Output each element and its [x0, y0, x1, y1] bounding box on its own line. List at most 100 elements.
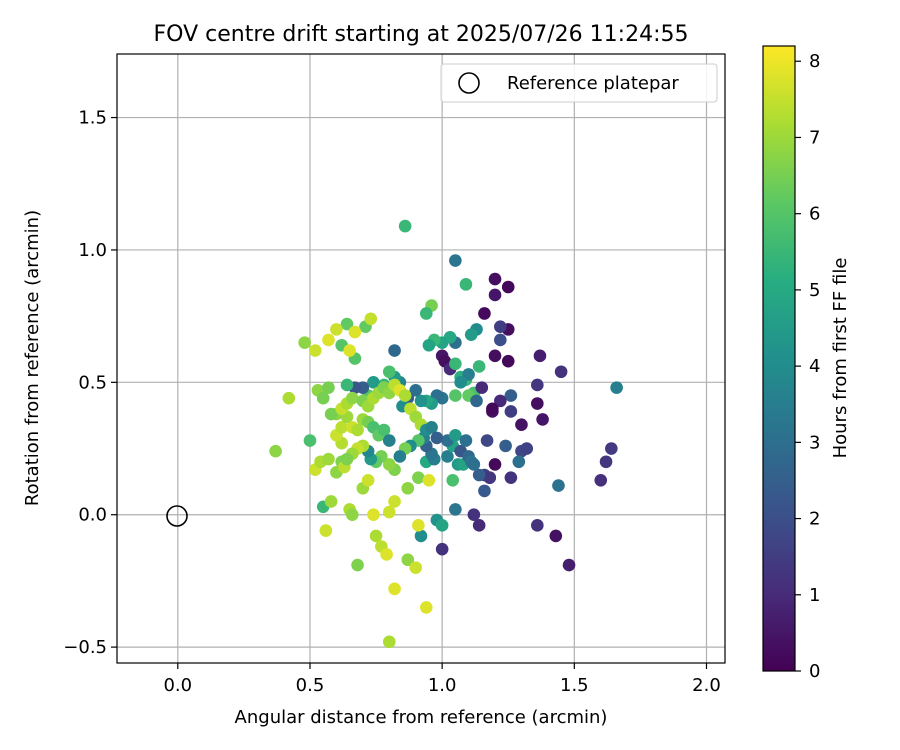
scatter-point	[377, 423, 391, 437]
colorbar-tick-label: 4	[809, 356, 820, 377]
scatter-point	[351, 423, 364, 437]
scatter-point	[422, 474, 436, 487]
scatter-point	[488, 349, 502, 363]
scatter-point	[425, 421, 438, 434]
scatter-point	[412, 519, 425, 532]
scatter-point	[419, 601, 433, 614]
scatter-point	[316, 391, 330, 405]
scatter-point	[343, 344, 356, 357]
scatter-point	[422, 338, 436, 352]
colorbar-tick-label: 0	[809, 661, 820, 682]
scatter-point	[303, 434, 317, 447]
scatter-point	[499, 439, 512, 453]
scatter-point	[348, 325, 362, 339]
scatter-point	[459, 278, 473, 291]
scatter-point	[494, 394, 507, 408]
colorbar-tick-label: 7	[809, 127, 820, 148]
scatter-point	[594, 474, 608, 487]
scatter-point	[459, 434, 473, 447]
data-points	[269, 219, 623, 649]
scatter-point	[388, 582, 401, 596]
scatter-point	[435, 542, 449, 556]
scatter-point	[319, 524, 333, 537]
scatter-point	[501, 354, 515, 368]
chart-title: FOV centre drift starting at 2025/07/26 …	[154, 22, 689, 47]
scatter-point	[382, 365, 396, 379]
scatter-point	[414, 529, 428, 543]
scatter-point	[345, 508, 359, 522]
scatter-point	[475, 381, 489, 394]
scatter-point	[531, 378, 544, 392]
scatter-point	[462, 368, 475, 381]
legend: Reference platepar	[440, 63, 718, 103]
scatter-point	[449, 428, 462, 442]
scatter-point	[449, 503, 462, 516]
scatter-point	[467, 458, 481, 471]
grid-lines	[117, 54, 725, 663]
scatter-point	[449, 389, 462, 402]
colorbar-gradient	[762, 45, 796, 672]
scatter-point	[562, 558, 576, 572]
scatter-point	[554, 365, 568, 379]
colorbar-ticks: 0 1 2 3 4 5 6 7 8	[795, 51, 820, 682]
scatter-point	[322, 333, 335, 347]
scatter-point	[335, 421, 348, 434]
scatter-point	[340, 452, 354, 466]
scatter-point	[488, 288, 502, 302]
scatter-point	[367, 508, 380, 522]
scatter-point	[520, 442, 534, 455]
scatter-point	[382, 434, 396, 447]
scatter-point	[382, 505, 396, 519]
scatter-point	[382, 635, 396, 649]
scatter-point	[414, 394, 428, 408]
scatter-point	[388, 344, 401, 357]
scatter-point	[531, 519, 544, 532]
scatter-point	[488, 458, 502, 471]
scatter-point	[472, 360, 486, 373]
scatter-point	[409, 383, 423, 397]
scatter-point	[324, 407, 338, 421]
scatter-point	[552, 479, 565, 492]
colorbar-tick-label: 6	[809, 204, 820, 225]
legend-marker	[458, 72, 480, 94]
y-axis-ticks: −0.5 0.0 0.5 1.0 1.5	[63, 108, 117, 658]
scatter-point	[409, 561, 423, 574]
scatter-point	[398, 389, 412, 402]
scatter-point	[269, 444, 282, 458]
scatter-point	[367, 376, 380, 389]
scatter-point	[531, 397, 544, 410]
scatter-point	[351, 558, 364, 572]
scatter-point	[472, 519, 486, 532]
scatter-point	[419, 307, 433, 320]
scatter-point	[599, 455, 613, 469]
x-tick-label: 0.5	[296, 675, 325, 696]
x-tick-label: 2.0	[692, 675, 721, 696]
scatter-point	[467, 508, 481, 522]
scatter-point	[449, 357, 462, 371]
colorbar-tick-label: 2	[809, 509, 820, 530]
scatter-point	[549, 529, 563, 543]
scatter-point	[488, 272, 502, 286]
scatter-point	[430, 431, 444, 445]
scatter-point	[340, 378, 354, 392]
scatter-point	[340, 317, 354, 331]
scatter-point	[501, 280, 515, 294]
scatter-point	[412, 471, 425, 484]
scatter-point	[504, 471, 518, 484]
y-tick-label: 1.5	[78, 108, 107, 129]
scatter-point	[494, 320, 507, 334]
scatter-point	[322, 452, 335, 466]
scatter-point	[322, 381, 335, 394]
scatter-point	[478, 307, 491, 320]
scatter-point	[504, 389, 518, 402]
colorbar-tick-label: 1	[809, 585, 820, 606]
scatter-point	[330, 323, 343, 336]
colorbar-label: Hours from first FF file	[830, 258, 851, 459]
x-tick-label: 1.5	[560, 675, 589, 696]
colorbar-tick-label: 8	[809, 51, 820, 72]
y-tick-label: 0.5	[78, 372, 107, 393]
scatter-point	[345, 391, 359, 405]
scatter-point	[494, 333, 507, 347]
x-axis-ticks: 0.0 0.5 1.0 1.5 2.0	[163, 663, 721, 696]
